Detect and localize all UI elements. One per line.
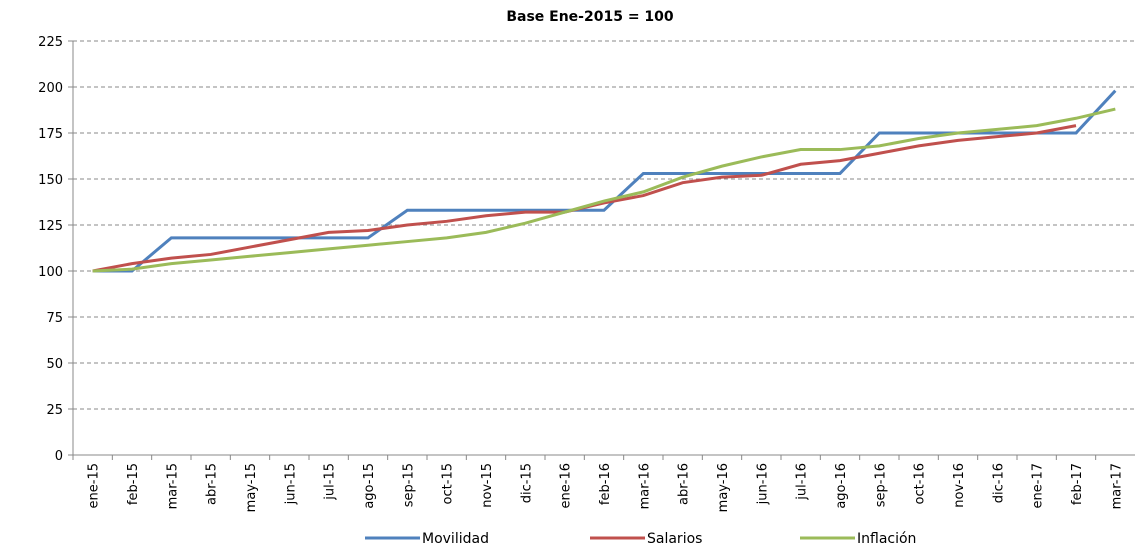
x-tick-label: ene-17 [1031, 463, 1046, 508]
x-tick-label: feb-15 [126, 463, 141, 505]
x-tick-label: feb-17 [1070, 463, 1085, 505]
y-tick-label: 100 [38, 265, 63, 280]
x-tick-label: mar-15 [165, 463, 180, 509]
x-tick-label: oct-15 [441, 463, 456, 504]
x-tick-label: jun-16 [755, 463, 770, 505]
x-tick-label: ago-15 [362, 463, 377, 509]
legend-label: Inflación [857, 531, 916, 547]
series-line [92, 124, 1077, 273]
series-line [92, 107, 1116, 273]
legend-label: Movilidad [422, 531, 489, 547]
x-tick-label: feb-16 [598, 463, 613, 505]
x-tick-label: sep-16 [873, 463, 888, 507]
x-tick-label: dic-16 [991, 463, 1006, 503]
x-tick-label: oct-16 [913, 463, 928, 504]
y-tick-label: 125 [38, 219, 63, 234]
series-line [92, 89, 1117, 273]
x-tick-label: jul-15 [323, 463, 338, 501]
legend-label: Salarios [647, 531, 702, 547]
x-tick-label: abr-15 [205, 463, 220, 505]
x-tick-label: dic-15 [519, 463, 534, 503]
y-tick-label: 75 [46, 311, 63, 326]
x-tick-label: jul-16 [795, 463, 810, 501]
x-tick-label: nov-15 [480, 463, 495, 508]
y-tick-label: 0 [55, 449, 63, 464]
y-tick-label: 150 [38, 173, 63, 188]
x-tick-label: may-16 [716, 463, 731, 512]
x-tick-label: sep-15 [401, 463, 416, 507]
y-tick-label: 175 [38, 127, 63, 142]
x-tick-label: ago-16 [834, 463, 849, 509]
y-tick-label: 50 [46, 357, 63, 372]
x-tick-label: ene-16 [559, 463, 574, 508]
y-tick-label: 25 [46, 403, 63, 418]
y-tick-label: 200 [38, 81, 63, 96]
x-tick-label: abr-16 [677, 463, 692, 505]
x-tick-label: mar-16 [637, 463, 652, 509]
chart-title: Base Ene-2015 = 100 [506, 9, 674, 25]
x-tick-label: may-15 [244, 463, 259, 512]
x-tick-label: nov-16 [952, 463, 967, 508]
x-tick-label: jun-15 [283, 463, 298, 505]
x-tick-label: ene-15 [87, 463, 102, 508]
y-tick-label: 225 [38, 35, 63, 50]
x-tick-label: mar-17 [1109, 463, 1124, 509]
